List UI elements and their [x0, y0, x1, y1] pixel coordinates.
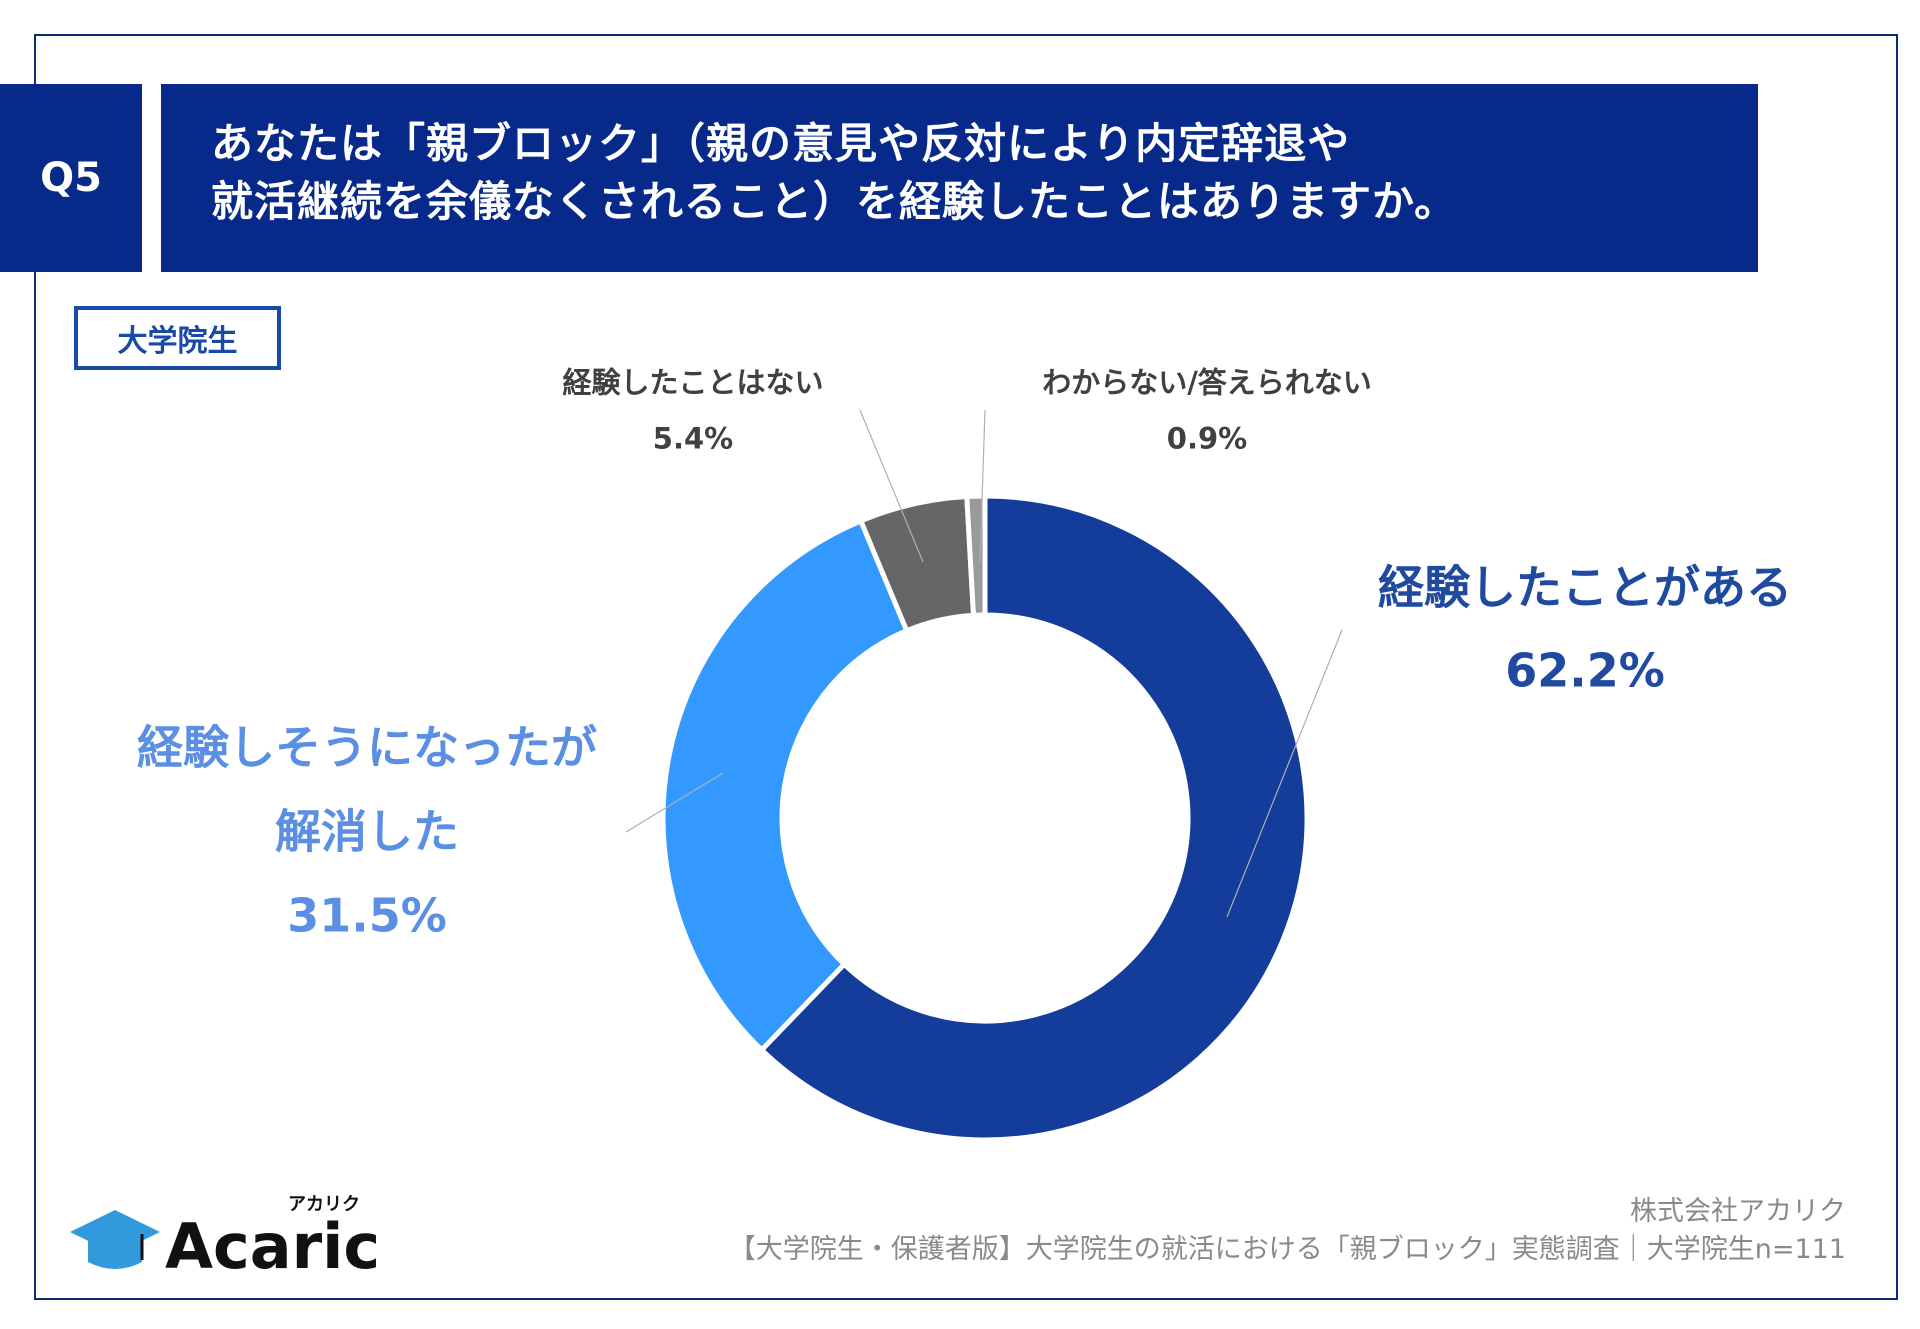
- leader-line-2: [859, 409, 924, 563]
- question-number: Q5: [0, 84, 142, 272]
- slide-frame: [34, 34, 1898, 1300]
- label-resolved-line1: 経験しそうになったが: [137, 720, 597, 775]
- graduation-cap-icon: [70, 1210, 160, 1269]
- leader-line-3: [979, 409, 986, 563]
- label-resolved-line2: 解消した: [275, 804, 459, 859]
- value-experienced: 62.2%: [1505, 643, 1665, 698]
- footer-company: 株式会社アカリク: [1630, 1196, 1846, 1227]
- donut-slice-1: [660, 517, 910, 1054]
- label-never: 経験したことはない: [562, 365, 824, 400]
- question-title: あなたは「親ブロック」（親の意見や反対により内定辞退や 就活継続を余儀なくされる…: [161, 84, 1758, 272]
- question-line-1: あなたは「親ブロック」（親の意見や反対により内定辞退や: [211, 119, 1351, 168]
- leader-line-0: [1226, 629, 1343, 918]
- segment-tag: 大学院生: [74, 306, 281, 370]
- label-unknown: わからない/答えられない: [1042, 365, 1372, 400]
- value-never: 5.4%: [652, 421, 734, 456]
- logo-text: Acaric: [165, 1210, 381, 1283]
- acaric-logo: アカリク Acaric: [70, 1196, 380, 1280]
- question-line-2: 就活継続を余儀なくされること）を経験したことはありますか。: [211, 177, 1458, 226]
- value-resolved: 31.5%: [287, 888, 447, 943]
- donut-slice-3: [964, 493, 988, 618]
- value-unknown: 0.9%: [1166, 421, 1248, 456]
- footer-source: 【大学院生・保護者版】大学院生の就活における「親ブロック」実態調査｜大学院生n=…: [728, 1234, 1846, 1265]
- label-experienced: 経験したことがある: [1378, 560, 1792, 615]
- leader-line-1: [625, 772, 724, 833]
- donut-slice-0: [758, 493, 1310, 1143]
- logo-kana: アカリク: [288, 1194, 360, 1215]
